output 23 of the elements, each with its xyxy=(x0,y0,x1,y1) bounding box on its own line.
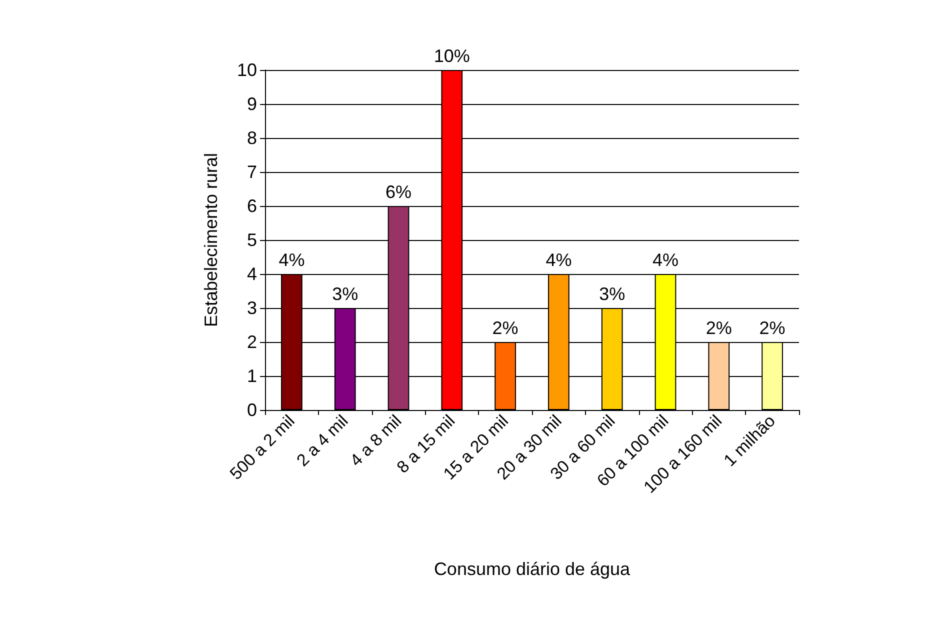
y-tick-label: 4 xyxy=(246,264,257,284)
data-label: 4% xyxy=(652,250,679,270)
y-tick-label: 3 xyxy=(246,298,257,318)
data-label: 10% xyxy=(434,46,470,66)
y-tick-label: 2 xyxy=(246,332,257,352)
data-label: 3% xyxy=(599,284,626,304)
data-label: 3% xyxy=(332,284,358,304)
y-tick-label: 10 xyxy=(236,60,257,80)
y-tick-label: 8 xyxy=(246,128,257,148)
data-label: 2% xyxy=(492,318,518,338)
x-axis-title: Consumo diário de água xyxy=(434,559,632,579)
y-tick-label: 1 xyxy=(246,366,257,386)
y-tick-label: 6 xyxy=(246,196,257,216)
data-label: 4% xyxy=(546,250,572,270)
y-tick-label: 0 xyxy=(246,400,257,420)
data-label: 6% xyxy=(385,182,412,202)
data-label: 2% xyxy=(706,318,732,338)
y-tick-label: 7 xyxy=(246,162,257,182)
y-tick-label: 9 xyxy=(246,94,257,114)
y-axis-title: Estabelecimento rural xyxy=(201,152,221,328)
data-label: 2% xyxy=(759,318,786,338)
data-label: 4% xyxy=(278,250,305,270)
y-tick-label: 5 xyxy=(246,230,257,250)
